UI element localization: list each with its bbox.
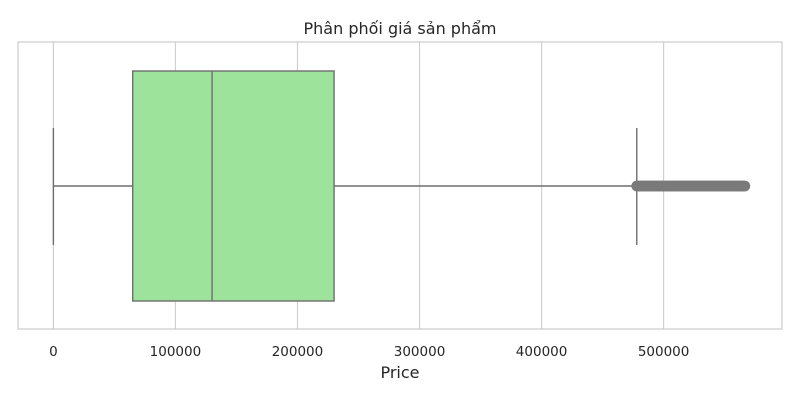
outlier-point bbox=[739, 180, 751, 192]
box-plot bbox=[52, 70, 638, 302]
chart-title: Phân phối giá sản phẩm bbox=[304, 19, 497, 38]
x-tick-label: 500000 bbox=[638, 344, 690, 360]
x-axis-label: Price bbox=[380, 363, 419, 382]
x-tick-label: 300000 bbox=[394, 344, 446, 360]
plot-frame bbox=[17, 41, 783, 330]
iqr-box bbox=[132, 70, 335, 302]
x-tick-label: 200000 bbox=[272, 344, 324, 360]
x-axis-ticks: 0 100000 200000 300000 400000 500000 bbox=[49, 344, 689, 360]
x-tick-label: 400000 bbox=[516, 344, 568, 360]
x-tick-label: 100000 bbox=[150, 344, 202, 360]
x-tick-label: 0 bbox=[49, 344, 58, 360]
outlier-points bbox=[631, 180, 751, 192]
